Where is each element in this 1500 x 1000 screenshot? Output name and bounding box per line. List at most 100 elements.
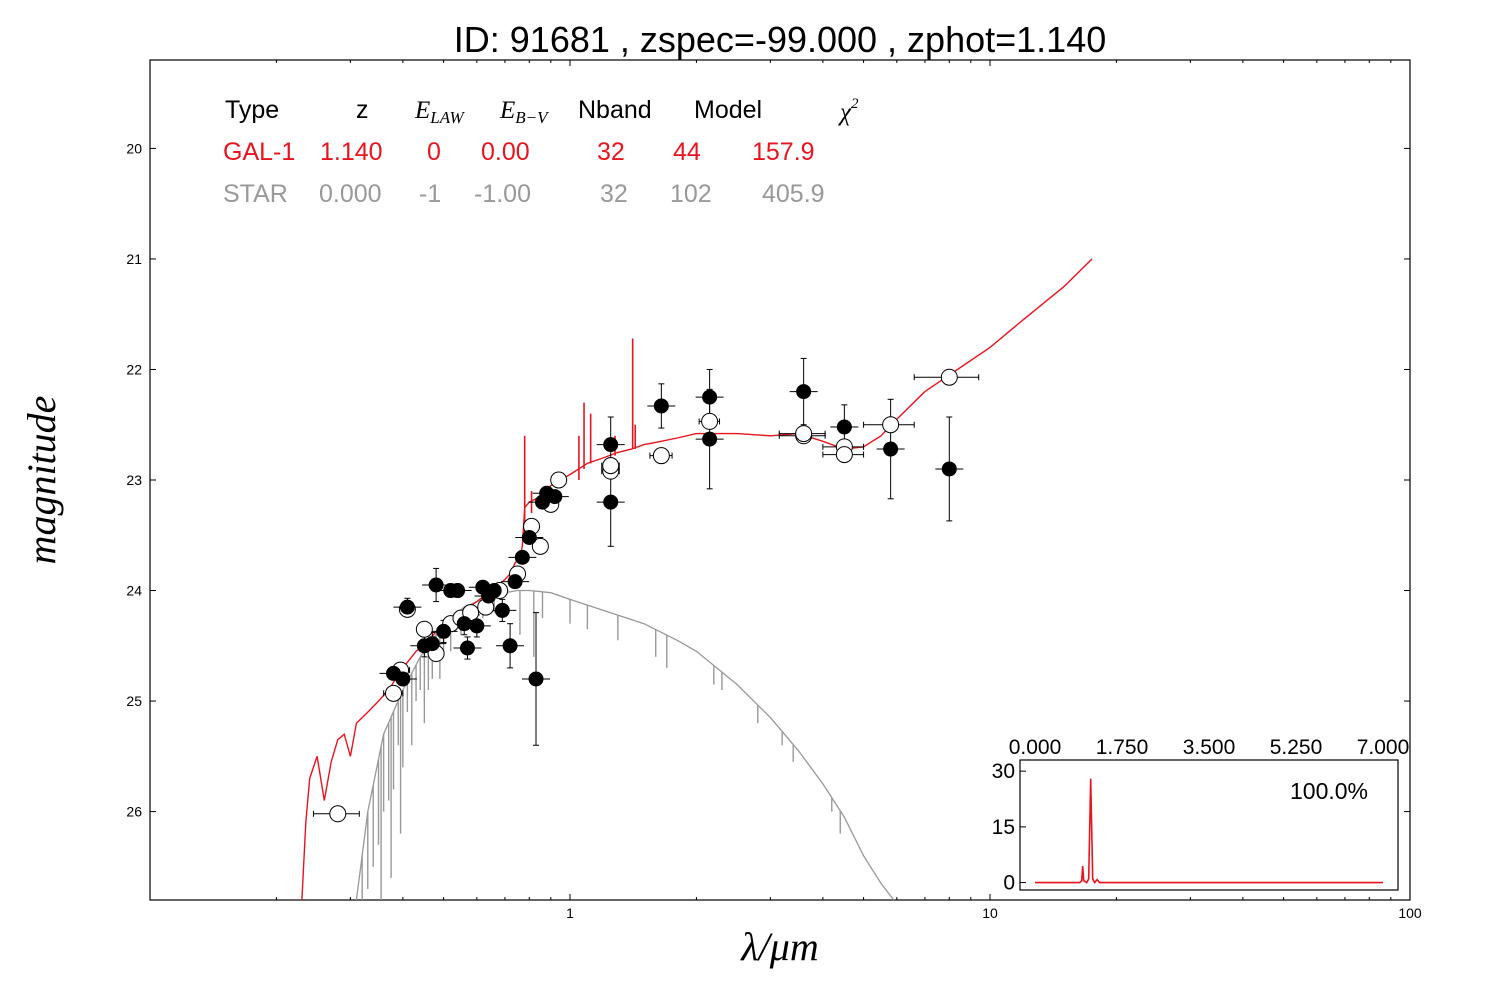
row-type: GAL-1	[223, 138, 295, 166]
table-header-z: z	[356, 96, 369, 124]
row-law: -1	[419, 180, 441, 208]
model-mag-point	[940, 368, 958, 386]
observed-point	[702, 431, 718, 447]
observed-point	[941, 461, 957, 477]
inset-x-tick-label: 1.750	[1096, 736, 1149, 759]
observed-point	[528, 671, 544, 687]
fit-table: Type z ELAW EB−V Nband Model χ2 GAL-1 1.…	[223, 96, 859, 208]
observed-point	[456, 616, 472, 632]
table-header-elaw-subscript: LAW	[429, 108, 465, 127]
y-tick-label: 24	[126, 583, 142, 599]
star-template-layer	[355, 589, 895, 901]
row-ebv: 0.00	[481, 138, 530, 166]
observed-point	[547, 489, 563, 505]
model-mag-point	[415, 620, 433, 638]
table-header-ebv-symbol: E	[499, 97, 515, 124]
model-mag-point	[835, 446, 853, 464]
galaxy-template-layer	[301, 258, 1093, 901]
table-header-ebv-subscript: B−V	[515, 108, 550, 127]
inset-probability-label: 100.0%	[1290, 778, 1368, 804]
observed-point	[702, 389, 718, 405]
y-tick-label: 20	[126, 140, 142, 156]
table-header-type: Type	[225, 96, 279, 124]
observed-point	[502, 638, 518, 654]
observed-point	[836, 419, 852, 435]
observed-point	[514, 549, 530, 565]
row-type: STAR	[223, 180, 288, 208]
model-mag-point	[882, 416, 900, 434]
observed-point	[428, 577, 444, 593]
observed-point	[603, 437, 619, 453]
y-tick-label: 25	[126, 693, 142, 709]
table-header-chi-symbol: χ	[838, 99, 852, 126]
observed-point	[796, 384, 812, 400]
y-tick-label: 21	[126, 251, 142, 267]
star-template-line	[355, 589, 895, 901]
model-mag-point	[701, 412, 719, 430]
table-header-model: Model	[694, 96, 762, 124]
observed-point	[521, 529, 537, 545]
y-tick-label: 22	[126, 361, 142, 377]
inset-x-tick-label: 7.000	[1357, 736, 1410, 759]
inset-y-tick-label: 30	[992, 760, 1015, 783]
pdz-inset: 0.000 1.750 3.500 5.250 7.000 0 15 30 100.0%	[992, 736, 1410, 895]
observed-point	[653, 398, 669, 414]
table-header-elaw-symbol: E	[414, 97, 430, 124]
row-nband: 32	[597, 138, 625, 166]
table-row-star: STAR 0.000 -1 -1.00 32 102 405.9	[223, 180, 825, 208]
galaxy-template-line	[301, 258, 1093, 901]
inset-axis-ticks: 0.000 1.750 3.500 5.250 7.000 0 15 30	[992, 736, 1410, 895]
row-ebv: -1.00	[474, 180, 531, 208]
table-header-nband: Nband	[578, 96, 652, 124]
table-row-galaxy: GAL-1 1.140 0 0.00 32 44 157.9	[223, 138, 815, 166]
x-axis-label: λ/μm	[740, 924, 818, 969]
observed-point	[507, 574, 523, 590]
model-mag-point	[329, 805, 347, 823]
inset-x-tick-label: 0.000	[1009, 736, 1062, 759]
table-header-ebv: EB−V	[499, 97, 550, 127]
x-tick-label: 1	[566, 905, 574, 921]
pdz-curve	[1035, 778, 1383, 885]
observed-point	[486, 583, 502, 599]
model-mag-point	[795, 425, 813, 443]
row-z: 1.140	[320, 138, 383, 166]
row-chi2: 405.9	[762, 180, 825, 208]
chart-title: ID: 91681 , zspec=-99.000 , zphot=1.140	[454, 19, 1106, 60]
row-model: 102	[670, 180, 712, 208]
row-chi2: 157.9	[752, 138, 815, 166]
table-header-elaw: ELAW	[414, 97, 465, 127]
observed-point	[459, 640, 475, 656]
y-tick-label: 26	[126, 804, 142, 820]
observed-point	[424, 636, 440, 652]
observed-point	[399, 599, 415, 615]
inset-x-tick-label: 5.250	[1270, 736, 1323, 759]
row-model: 44	[673, 138, 701, 166]
observed-photometry-layer	[312, 357, 980, 823]
row-nband: 32	[600, 180, 628, 208]
table-header-chi-superscript: 2	[851, 96, 859, 112]
row-z: 0.000	[319, 180, 382, 208]
model-mag-point	[550, 471, 568, 489]
model-mag-point	[602, 457, 620, 475]
inset-y-tick-label: 15	[992, 816, 1015, 839]
observed-point	[469, 618, 485, 634]
inset-y-tick-label: 0	[1003, 872, 1015, 895]
table-header-chi2: χ2	[838, 96, 859, 126]
observed-point	[603, 494, 619, 510]
y-tick-label: 23	[126, 472, 142, 488]
model-mag-point	[385, 684, 403, 702]
x-tick-label: 10	[982, 905, 998, 921]
observed-point	[450, 583, 466, 599]
x-tick-label: 100	[1398, 905, 1422, 921]
row-law: 0	[427, 138, 441, 166]
model-mag-point	[652, 447, 670, 465]
observed-point	[883, 441, 899, 457]
observed-point	[436, 623, 452, 639]
inset-pdz-layer	[1035, 778, 1383, 885]
observed-point	[395, 671, 411, 687]
y-axis-label: magnitude	[19, 396, 64, 565]
model-mag-point	[531, 537, 549, 555]
